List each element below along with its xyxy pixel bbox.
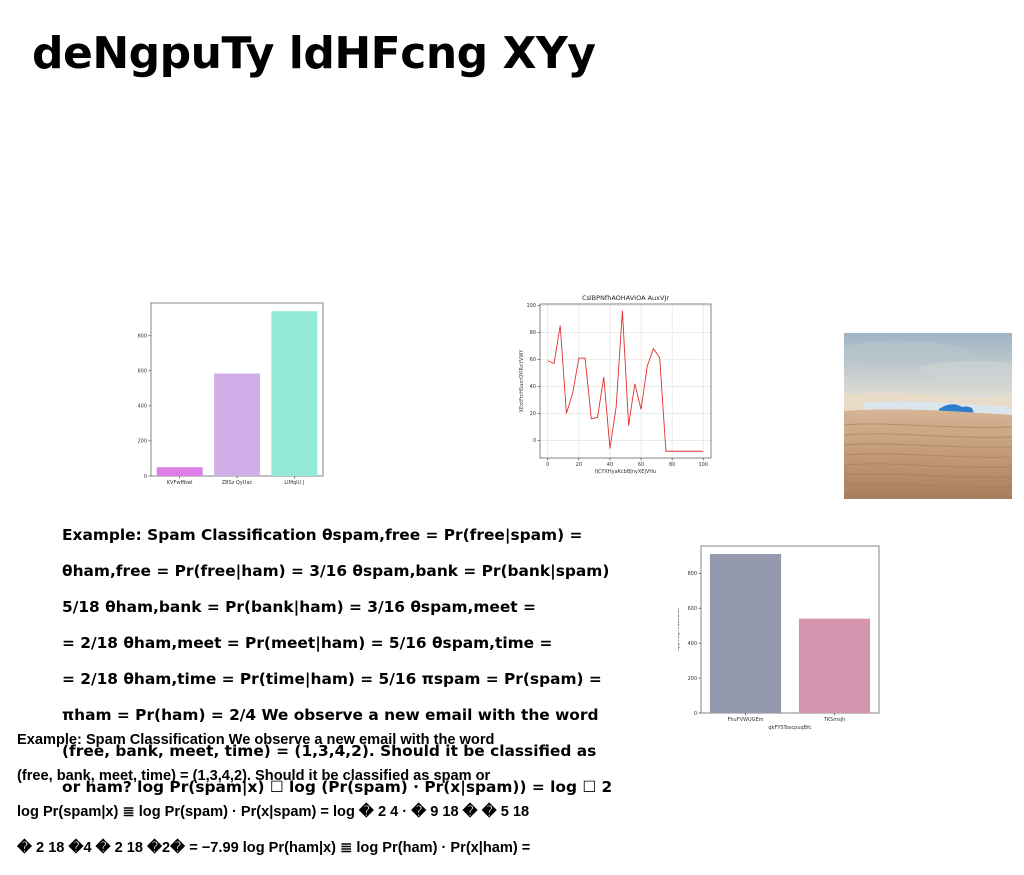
text-line: = 2/18 θham,time = Pr(time|ham) = 5/16 π… xyxy=(62,670,662,688)
text-line: Example: Spam Classification θspam,free … xyxy=(62,526,662,544)
desert-dunes-image xyxy=(844,333,1012,499)
y-tick-label: 800 xyxy=(138,334,147,340)
bar xyxy=(271,311,317,476)
x-tick-label: 0 xyxy=(546,462,549,468)
text-line: (free, bank, meet, time) = (1,3,4,2). Sh… xyxy=(17,767,617,785)
y-tick-label: 400 xyxy=(138,404,147,410)
x-tick-label: 40 xyxy=(607,462,613,468)
text-line: log Pr(spam|x) ≣ log Pr(spam) · Pr(x|spa… xyxy=(17,803,617,821)
x-axis-label: fjCYXHyaKcbBJnyXEjVHu xyxy=(595,469,656,475)
bar xyxy=(710,554,781,713)
x-tick-label: 100 xyxy=(698,462,708,468)
y-axis-label: XExtFrcHSuxrOYlRxYVWY xyxy=(519,349,525,413)
x-tick-label: FhuFVWUGEm xyxy=(727,717,763,723)
x-tick-label: KVFwffbwl xyxy=(167,480,193,486)
y-tick-label: 600 xyxy=(687,606,697,612)
text-line: 5/18 θham,bank = Pr(bank|ham) = 3/16 θsp… xyxy=(62,598,662,616)
bar xyxy=(214,373,260,476)
y-tick-label: 80 xyxy=(530,330,536,336)
text-line: θham,free = Pr(free|ham) = 3/16 θspam,ba… xyxy=(62,562,662,580)
y-tick-label: 0 xyxy=(694,711,697,717)
y-tick-label: 100 xyxy=(526,303,536,309)
x-axis-label: qkFYSToscpuqBfc xyxy=(768,725,811,731)
y-tick-label: 20 xyxy=(530,411,536,417)
plot-frame xyxy=(540,304,711,458)
text-line: Example: Spam Classification We observe … xyxy=(17,731,617,749)
x-tick-label: LIMqlU J xyxy=(284,480,304,486)
y-tick-label: 60 xyxy=(530,357,536,363)
y-tick-label: 40 xyxy=(530,384,536,390)
y-tick-label: 600 xyxy=(138,369,147,375)
x-tick-label: ZBSz QyUac xyxy=(222,480,253,486)
bar-chart-two-categories: 0 200 400 600 800 FhuFVWUGEm TKSmsjh qkFYSToscp… xyxy=(678,538,888,738)
desert-dunes-photo xyxy=(844,333,1012,499)
line-chart-series: 0 20 40 60 80 100 0 20 40 60 80 100 CslBPNfhAOHAVIOA… xyxy=(516,290,716,482)
x-tick-label: 60 xyxy=(638,462,644,468)
x-tick-label: 80 xyxy=(669,462,675,468)
x-tick-label: TKSmsjh xyxy=(823,717,846,723)
bar-chart-category-totals: 0 200 400 600 800 KVFwffbwl ZBSz QyUac LIMqlU J xyxy=(138,296,328,492)
y-axis-label: RppYutJhvdaSDdc xyxy=(678,607,681,651)
bar xyxy=(157,467,203,476)
series-line xyxy=(548,311,703,452)
y-tick-label: 200 xyxy=(138,439,147,445)
y-tick-label: 200 xyxy=(687,676,697,682)
text-line: � 2 18 �4 � 2 18 �2� = −7.99 log Pr(ham|… xyxy=(17,839,617,857)
y-tick-label: 400 xyxy=(687,641,697,647)
slide-body-text-2: Example: Spam Classification We observe … xyxy=(17,713,617,875)
y-tick-label: 0 xyxy=(144,474,147,480)
bar xyxy=(799,619,870,713)
page-title: deNgpuTy ldHFcng XYy xyxy=(32,30,595,78)
y-tick-label: 0 xyxy=(533,438,536,444)
y-tick-label: 800 xyxy=(687,571,697,577)
x-tick-label: 20 xyxy=(576,462,582,468)
chart-title: CslBPNfhAOHAVIOA AuxVJr xyxy=(582,294,669,302)
text-line: = 2/18 θham,meet = Pr(meet|ham) = 5/16 θ… xyxy=(62,634,662,652)
